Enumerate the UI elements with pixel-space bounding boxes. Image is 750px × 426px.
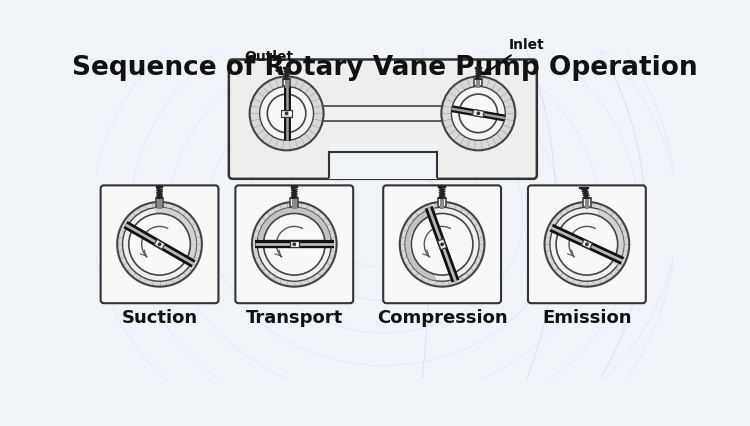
Bar: [438, 199, 446, 208]
Polygon shape: [405, 208, 436, 281]
Circle shape: [129, 214, 190, 276]
Circle shape: [285, 112, 289, 116]
Text: Inlet: Inlet: [484, 38, 544, 75]
Circle shape: [267, 95, 306, 133]
Bar: [440, 199, 445, 209]
FancyBboxPatch shape: [236, 186, 353, 303]
Bar: [158, 199, 162, 209]
Circle shape: [411, 214, 473, 276]
Text: Transport: Transport: [246, 308, 343, 326]
Bar: [283, 80, 290, 87]
Polygon shape: [472, 110, 484, 118]
Circle shape: [544, 202, 629, 287]
Circle shape: [260, 87, 314, 141]
Text: Suction: Suction: [122, 308, 197, 326]
Circle shape: [292, 243, 296, 247]
Circle shape: [550, 208, 624, 282]
Circle shape: [476, 112, 480, 116]
Polygon shape: [290, 242, 299, 248]
Circle shape: [117, 202, 202, 287]
Circle shape: [252, 202, 337, 287]
FancyBboxPatch shape: [383, 186, 501, 303]
Circle shape: [459, 95, 497, 133]
Circle shape: [250, 77, 323, 151]
Circle shape: [158, 243, 161, 247]
Circle shape: [556, 214, 618, 276]
Polygon shape: [154, 208, 196, 262]
Bar: [583, 199, 591, 208]
FancyBboxPatch shape: [229, 60, 537, 179]
Circle shape: [440, 243, 444, 247]
Text: Outlet: Outlet: [244, 50, 293, 74]
Polygon shape: [597, 210, 624, 266]
Bar: [584, 199, 590, 209]
Circle shape: [122, 208, 196, 282]
Bar: [285, 79, 289, 89]
FancyBboxPatch shape: [100, 186, 218, 303]
Circle shape: [400, 202, 484, 287]
Circle shape: [263, 214, 325, 276]
Text: Emission: Emission: [542, 308, 632, 326]
Polygon shape: [438, 239, 446, 250]
Polygon shape: [581, 240, 592, 250]
Circle shape: [585, 243, 589, 247]
Polygon shape: [258, 208, 331, 240]
Circle shape: [441, 77, 515, 151]
Bar: [319, 106, 446, 122]
Circle shape: [405, 208, 479, 282]
FancyBboxPatch shape: [528, 186, 646, 303]
Bar: [475, 80, 482, 87]
Bar: [156, 199, 164, 208]
Bar: [292, 199, 296, 209]
Circle shape: [452, 87, 506, 141]
Polygon shape: [154, 240, 165, 250]
Bar: [290, 199, 298, 208]
Text: Sequence of Rotary Vane Pump Operation: Sequence of Rotary Vane Pump Operation: [71, 55, 698, 81]
Text: Compression: Compression: [376, 308, 508, 326]
Bar: [476, 79, 480, 89]
Circle shape: [257, 208, 332, 282]
Bar: [329, 145, 436, 179]
Bar: [281, 110, 292, 118]
